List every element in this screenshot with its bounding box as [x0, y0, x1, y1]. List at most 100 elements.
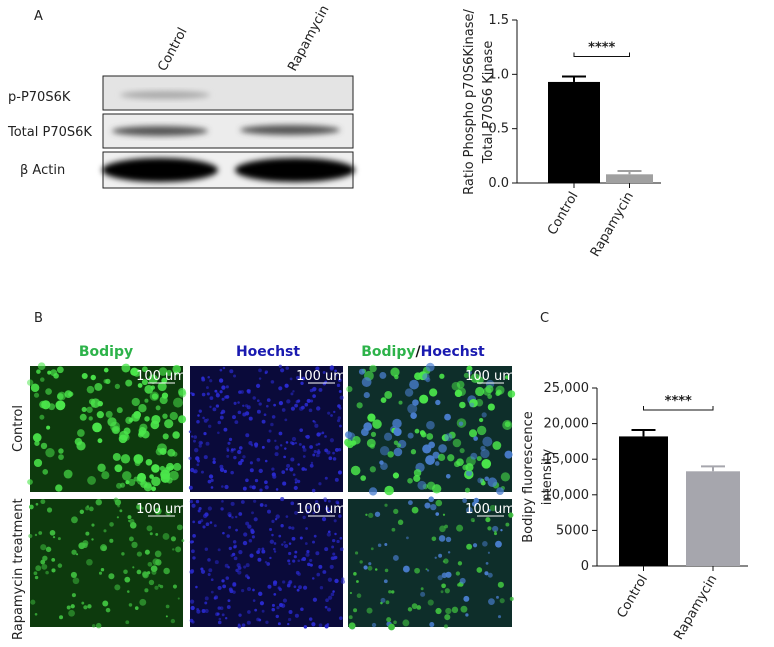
cell [374, 511, 381, 517]
cell [311, 488, 316, 493]
cell [157, 381, 167, 392]
cell [140, 480, 148, 488]
cell [297, 559, 301, 563]
cell [164, 419, 174, 429]
cell [45, 388, 52, 395]
cell [452, 438, 462, 448]
cell [237, 449, 242, 455]
cell [370, 547, 374, 551]
cell [203, 455, 208, 460]
cell [393, 427, 402, 437]
cell [413, 469, 422, 477]
cell [213, 596, 217, 600]
cell [274, 445, 279, 450]
cell [456, 380, 465, 389]
significance-label: **** [588, 41, 615, 56]
cell [487, 477, 498, 488]
cell [245, 563, 250, 568]
micrograph: 100 um [27, 362, 187, 492]
cell [112, 452, 121, 461]
cell [467, 370, 472, 375]
cell [210, 478, 214, 482]
cell [204, 608, 209, 614]
cell [30, 599, 36, 605]
cell [248, 440, 253, 446]
cell [504, 421, 511, 428]
micrograph: 100 um [348, 496, 515, 631]
cell [240, 500, 245, 504]
cell [266, 562, 271, 566]
cell [306, 550, 310, 554]
cell [348, 615, 353, 620]
cell [57, 563, 63, 568]
cell [45, 546, 52, 553]
cell [256, 550, 260, 554]
y-tick-label: 20,000 [544, 417, 590, 432]
cell [124, 576, 131, 583]
cell [307, 562, 311, 567]
cell [223, 469, 227, 474]
cell [105, 410, 113, 418]
bar [606, 174, 653, 183]
cell [94, 382, 103, 391]
cell [356, 593, 362, 598]
cell [392, 418, 402, 429]
cell [159, 465, 166, 472]
cell [311, 622, 316, 627]
cell [324, 547, 329, 552]
cell [172, 451, 178, 457]
cell [40, 499, 46, 505]
cell [278, 431, 283, 436]
cell [261, 549, 266, 554]
cell [146, 525, 153, 532]
cell [47, 370, 52, 375]
cell [214, 389, 218, 393]
cell [27, 479, 33, 485]
bar [548, 81, 600, 183]
cell [157, 584, 161, 587]
cell [244, 411, 250, 416]
cell [149, 391, 160, 401]
cell [269, 539, 275, 544]
cell [191, 540, 194, 544]
cell [209, 396, 214, 400]
cell [363, 391, 370, 399]
cell [58, 448, 64, 454]
cell [278, 401, 284, 406]
cell [281, 470, 286, 474]
cell [285, 441, 289, 444]
blot-band [102, 158, 218, 182]
cell [334, 369, 337, 373]
cell [86, 505, 90, 508]
cell [460, 605, 468, 613]
cell [318, 623, 323, 628]
cell [434, 461, 440, 466]
cell [128, 603, 133, 607]
cell [224, 617, 228, 620]
cell [66, 605, 71, 610]
cell [136, 569, 142, 575]
cell [271, 603, 275, 607]
cell [198, 444, 202, 448]
cell [136, 551, 143, 557]
row-label: Rapamycin treatment [11, 498, 26, 640]
cell [484, 476, 489, 481]
cell [315, 551, 320, 556]
cell [292, 473, 296, 477]
cell [249, 461, 253, 465]
cell [210, 486, 214, 489]
cell [315, 366, 320, 371]
cell [271, 472, 276, 477]
cell [326, 623, 330, 626]
cell [482, 436, 493, 447]
cell [245, 574, 249, 578]
cell [162, 433, 169, 440]
cell [302, 448, 307, 452]
cell [32, 433, 42, 442]
cell [274, 452, 279, 457]
western-blot [102, 75, 355, 189]
cell [222, 531, 225, 535]
cell [438, 535, 446, 542]
cell [40, 544, 47, 551]
cell [302, 515, 306, 520]
